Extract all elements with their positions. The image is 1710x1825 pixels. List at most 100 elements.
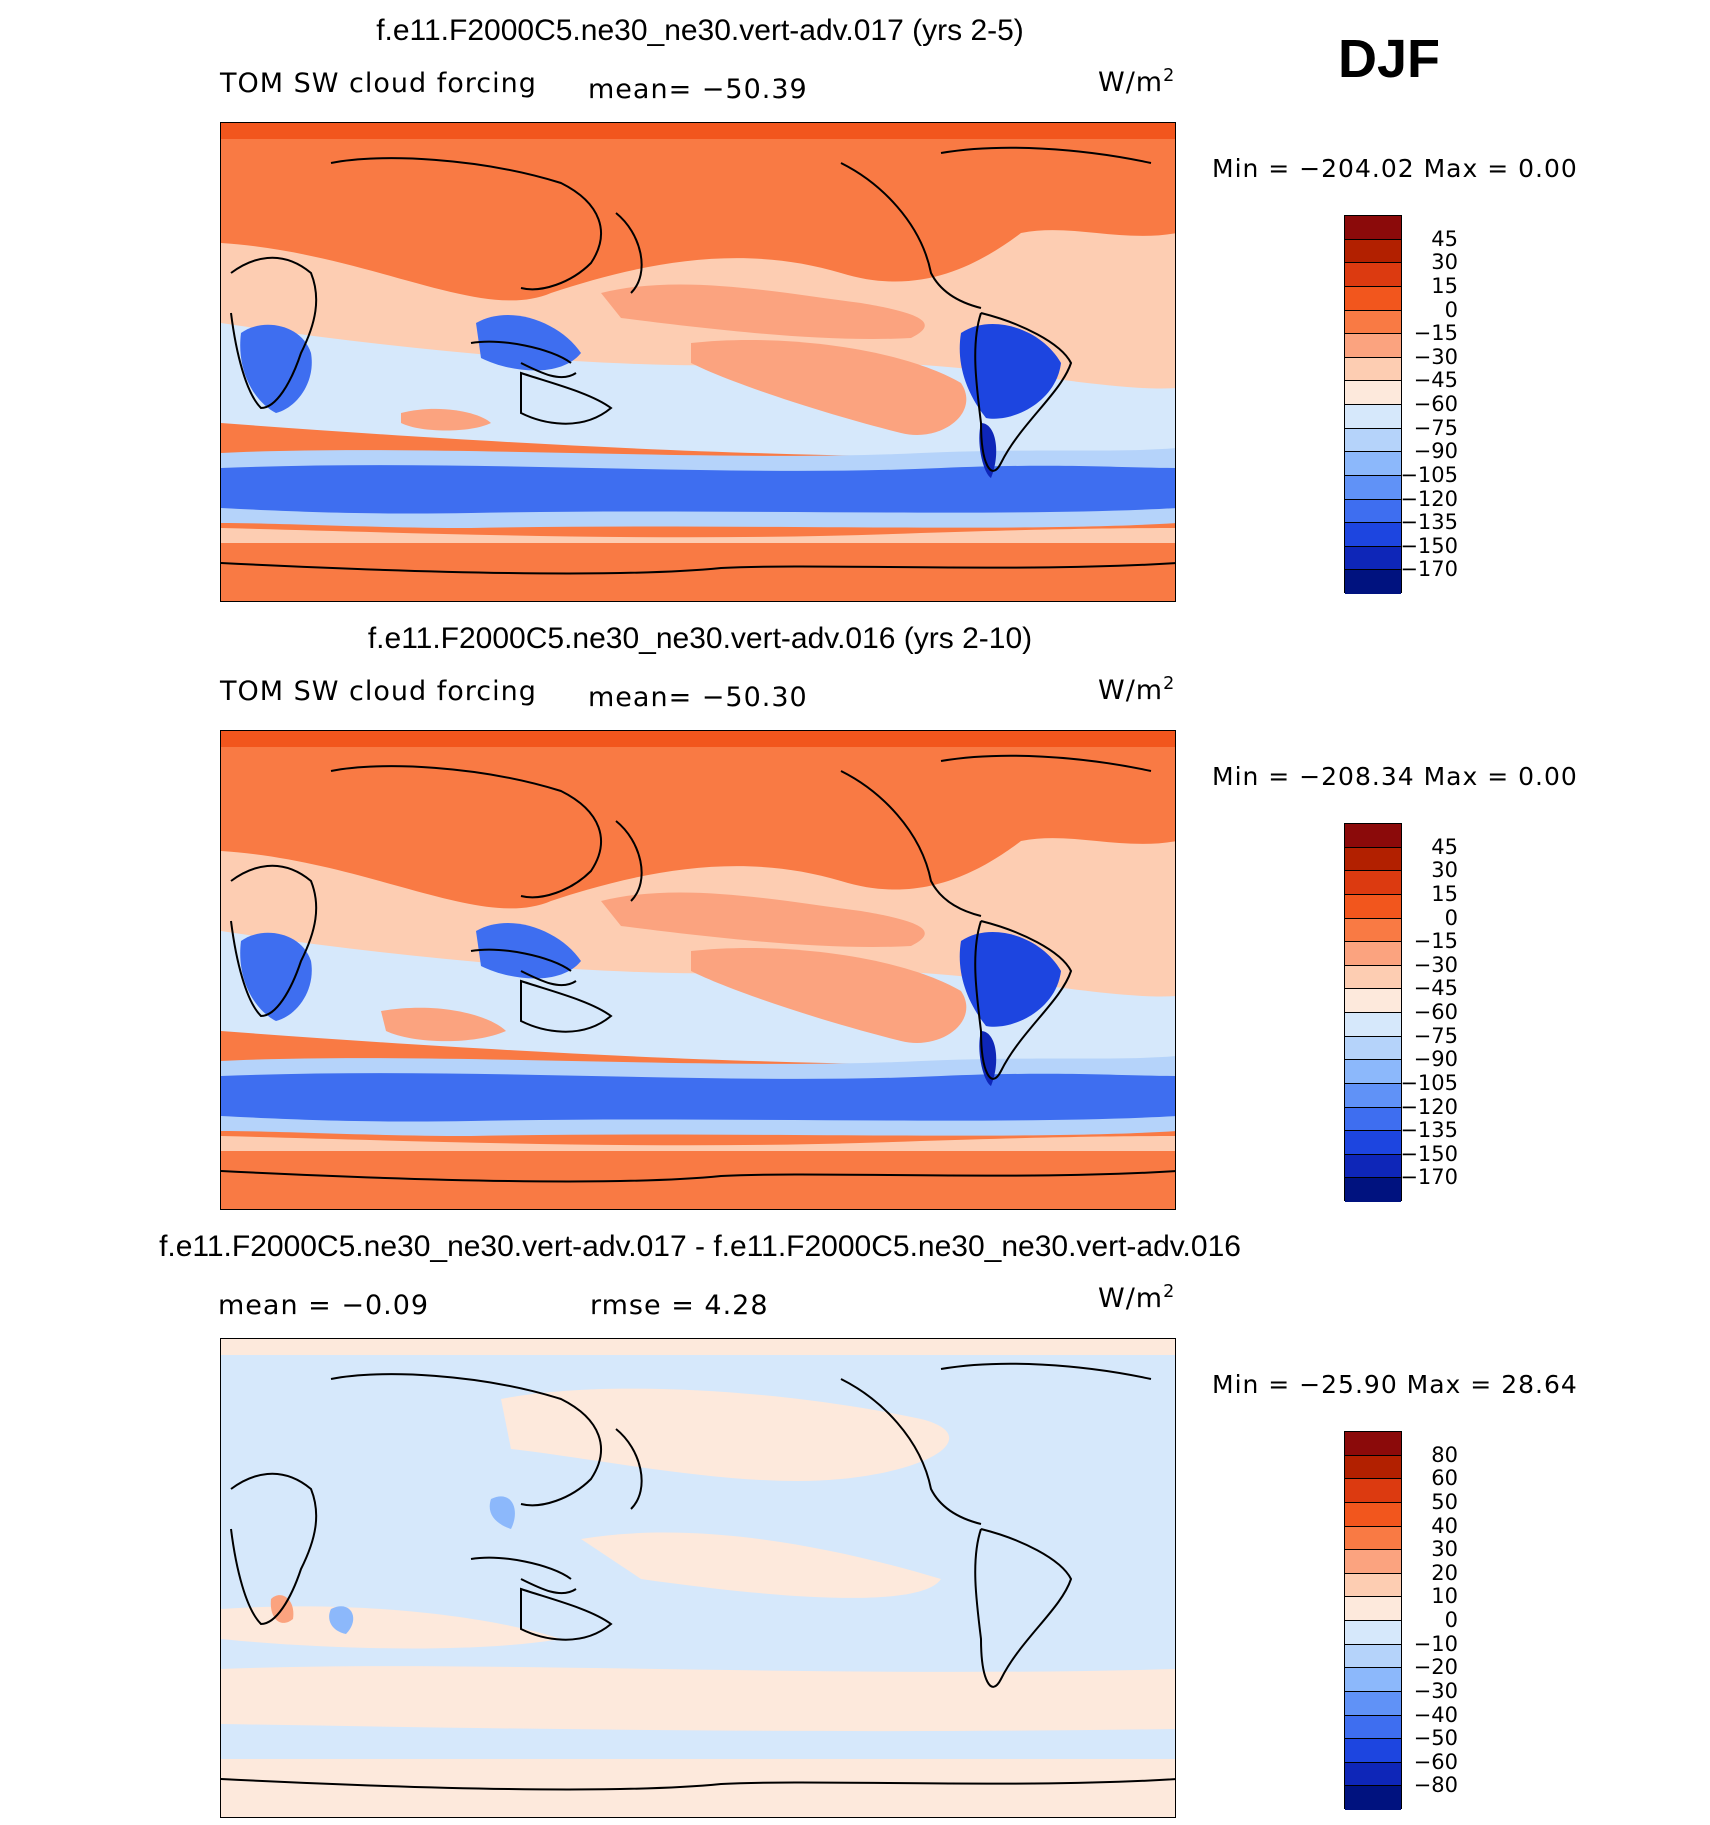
colorbar-swatch xyxy=(1345,1668,1401,1692)
colorbar-swatch xyxy=(1345,546,1401,571)
panel1-field-label: TOM SW cloud forcing xyxy=(220,68,537,99)
panel2-units: W/m2 xyxy=(1098,674,1176,706)
colorbar-tick-label: −105 xyxy=(1400,462,1458,487)
diff-antarctic xyxy=(221,1759,1175,1817)
panel2-title: f.e11.F2000C5.ne30_ne30.vert-adv.016 (yr… xyxy=(367,622,1033,655)
sp-stratocu xyxy=(691,339,967,435)
arctic-band xyxy=(221,123,1175,139)
colorbar-tick-label: −60 xyxy=(1413,392,1458,416)
colorbar-swatch xyxy=(1345,239,1401,264)
panel3-map xyxy=(220,1338,1176,1818)
colorbar-tick-label: −135 xyxy=(1400,1118,1458,1143)
panel2-map-svg xyxy=(221,731,1175,1209)
diff-madagascar-neg xyxy=(329,1606,354,1634)
colorbar-tick-label: −120 xyxy=(1400,1094,1458,1119)
colorbar-tick-label: −90 xyxy=(1413,439,1458,464)
panel2-field-label: TOM SW cloud forcing xyxy=(220,676,537,707)
colorbar-swatch xyxy=(1345,357,1401,382)
colorbar-tick-label: −20 xyxy=(1413,1655,1458,1680)
colorbar-swatch xyxy=(1345,989,1401,1013)
arctic-band xyxy=(221,731,1175,747)
africa-convection xyxy=(240,932,312,1021)
colorbar-tick-label: −170 xyxy=(1400,557,1458,582)
diff-patch-so xyxy=(221,1666,1175,1732)
colorbar-tick-label: −120 xyxy=(1400,486,1458,511)
colorbar-tick-label: 40 xyxy=(1431,1513,1458,1538)
colorbar-swatch xyxy=(1345,894,1401,919)
colorbar-tick-label: −135 xyxy=(1400,510,1458,535)
colorbar-tick-label: 45 xyxy=(1431,226,1458,251)
colorbar-tick-label: −50 xyxy=(1413,1726,1458,1751)
colorbar-tick-label: −30 xyxy=(1413,952,1458,977)
colorbar-swatch xyxy=(1345,1083,1401,1108)
colorbar-swatch xyxy=(1345,1762,1401,1787)
colorbar-tick-label: −10 xyxy=(1413,1631,1458,1656)
colorbar-swatch xyxy=(1345,847,1401,872)
colorbar-swatch xyxy=(1345,1432,1401,1456)
colorbar-tick-label: 60 xyxy=(1431,1466,1458,1491)
panel1-mean: mean= −50.39 xyxy=(588,74,808,105)
panel1-units: W/m2 xyxy=(1098,66,1176,98)
colorbar-swatch xyxy=(1345,942,1401,966)
colorbar-tick-label: −75 xyxy=(1413,1023,1458,1048)
panel3-rmse: rmse = 4.28 xyxy=(590,1290,769,1321)
colorbar-tick-label: −60 xyxy=(1413,1000,1458,1024)
antarctic-edge xyxy=(221,1136,1175,1151)
colorbar-swatch xyxy=(1345,428,1401,453)
panel3-units: W/m2 xyxy=(1098,1282,1176,1314)
colorbar-tick-label: 30 xyxy=(1431,858,1458,883)
colorbar-swatch xyxy=(1345,965,1401,990)
colorbar-tick-label: 10 xyxy=(1431,1584,1458,1609)
coastlines xyxy=(221,146,1175,575)
colorbar-swatch xyxy=(1345,263,1401,287)
colorbar-tick-label: −105 xyxy=(1400,1070,1458,1095)
colorbar-tick-label: 0 xyxy=(1444,1608,1458,1632)
colorbar-swatch xyxy=(1345,1479,1401,1503)
colorbar-swatch xyxy=(1345,1739,1401,1763)
colorbar-swatch xyxy=(1345,1644,1401,1669)
colorbar-tick-label: −90 xyxy=(1413,1047,1458,1072)
colorbar-swatch xyxy=(1345,1131,1401,1155)
colorbar-swatch xyxy=(1345,1455,1401,1480)
colorbar-swatch xyxy=(1345,1691,1401,1716)
panel3-minmax: Min = −25.90 Max = 28.64 xyxy=(1212,1370,1578,1399)
colorbar-swatch xyxy=(1345,1178,1401,1202)
indian-patch xyxy=(401,408,491,431)
colorbar-tick-label: 0 xyxy=(1444,905,1458,930)
np-stratocu xyxy=(601,284,925,339)
panel3-title: f.e11.F2000C5.ne30_ne30.vert-adv.017 - f… xyxy=(159,1230,1241,1263)
colorbar-tick-label: −150 xyxy=(1400,533,1458,558)
colorbar-tick-label: 15 xyxy=(1431,273,1458,298)
coastlines xyxy=(221,1362,1175,1791)
diff-asia-neg xyxy=(489,1496,515,1529)
colorbar-swatch xyxy=(1345,334,1401,358)
panel1-minmax: Min = −204.02 Max = 0.00 xyxy=(1212,154,1578,183)
andes-strip xyxy=(979,423,997,478)
colorbar-swatch xyxy=(1345,1107,1401,1132)
colorbar-tick-label: −150 xyxy=(1400,1141,1458,1166)
amazon-convection xyxy=(959,324,1061,419)
colorbar-swatch xyxy=(1345,381,1401,405)
colorbar-tick-label: −45 xyxy=(1413,368,1458,393)
colorbar-swatch xyxy=(1345,523,1401,547)
colorbar-swatch xyxy=(1345,1060,1401,1084)
colorbar-swatch xyxy=(1345,1154,1401,1179)
so-core xyxy=(221,1073,1175,1122)
colorbar-tick-label: −75 xyxy=(1413,415,1458,440)
amazon-convection xyxy=(959,932,1061,1027)
colorbar-swatch xyxy=(1345,1526,1401,1551)
season-label: DJF xyxy=(1338,29,1441,89)
colorbar-swatch xyxy=(1345,1573,1401,1598)
diff-patch-io xyxy=(221,1606,561,1649)
colorbar-tick-label: 80 xyxy=(1431,1442,1458,1467)
andes-strip xyxy=(979,1031,997,1086)
colorbar-tick-label: −60 xyxy=(1413,1749,1458,1774)
colorbar-tick-label: −30 xyxy=(1413,344,1458,369)
colorbar-swatch xyxy=(1345,1715,1401,1740)
colorbar-tick-label: −30 xyxy=(1413,1678,1458,1703)
diff-arctic xyxy=(221,1339,1175,1355)
coastlines xyxy=(221,754,1175,1183)
panel3-mean: mean = −0.09 xyxy=(218,1290,430,1321)
colorbar-swatch xyxy=(1345,1786,1401,1810)
panel1-map-svg xyxy=(221,123,1175,601)
